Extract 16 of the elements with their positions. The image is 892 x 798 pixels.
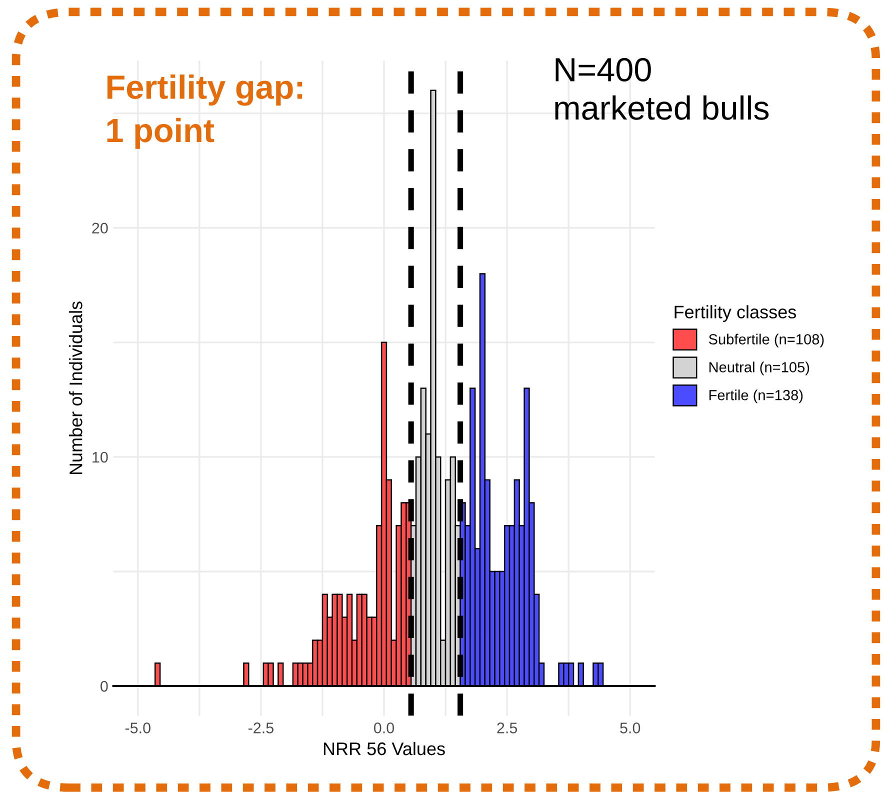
x-tick-label: -5.0	[125, 722, 150, 734]
x-axis-title: NRR 56 Values	[324, 742, 445, 756]
x-tick-label: 0.0	[374, 722, 394, 734]
y-tick-label: 0	[100, 680, 108, 692]
y-axis-title: Number of Individuals	[69, 302, 82, 474]
legend-label: Subfertile (n=108)	[708, 334, 824, 348]
x-tick-label: -2.5	[248, 722, 274, 734]
legend-label: Fertile (n=138)	[709, 390, 803, 404]
x-tick-label: 2.5	[497, 722, 518, 734]
legend-title: Fertility classes	[674, 305, 796, 322]
y-tick-label: 10	[92, 452, 108, 463]
annotation: N=400 marketed bulls	[555, 58, 769, 120]
text: Fertility gap: 1 point	[107, 74, 302, 149]
y-tick-label: 20	[92, 222, 108, 234]
x-tick-label: 5.0	[620, 722, 640, 734]
legend-label: Neutral (n=105)	[709, 362, 810, 376]
